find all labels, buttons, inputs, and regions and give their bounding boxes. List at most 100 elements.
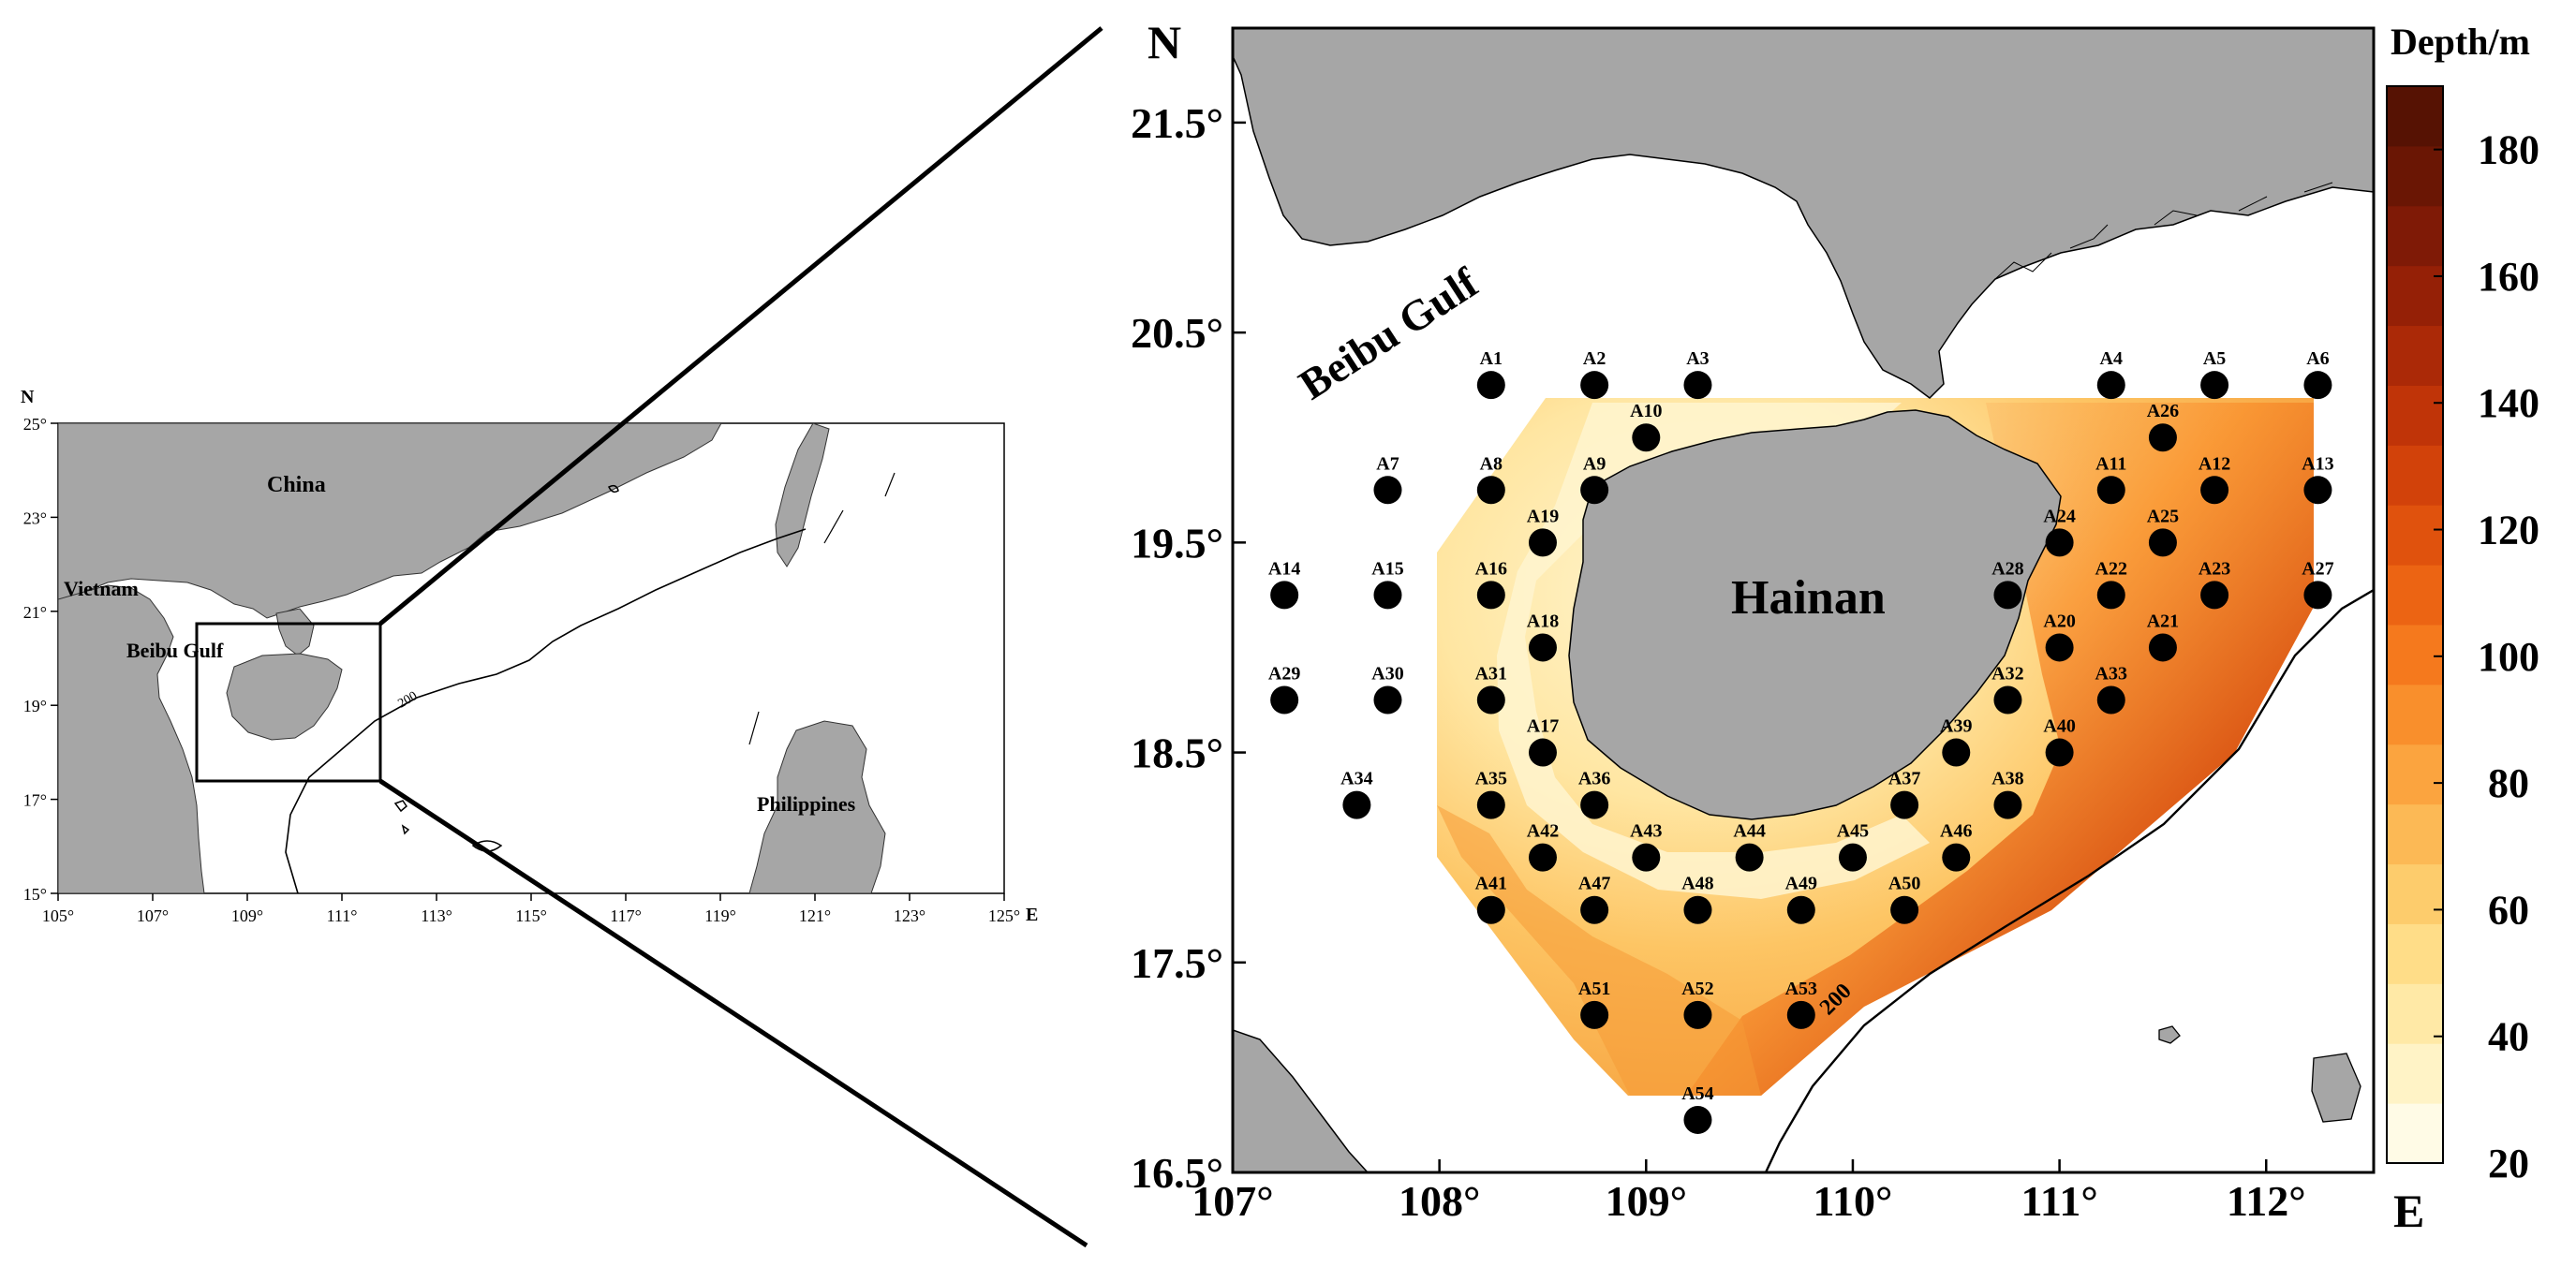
station-dot [1993,581,2022,610]
overview-lon-label: 123° [894,906,925,925]
station-label: A25 [2147,506,2179,526]
station-a47: A47 [1578,874,1610,924]
station-a5: A5 [2200,348,2229,400]
station-dot [2303,581,2332,610]
station-dot [1942,843,1971,872]
main-map-frame [1231,26,2376,1174]
station-a46: A46 [1940,821,1973,872]
station-dot [1528,843,1557,872]
label-hainan: Hainan [1731,571,1886,625]
station-label: A50 [1888,874,1920,894]
station-a10: A10 [1630,401,1663,452]
legend-band [2387,385,2443,446]
station-label: A43 [1630,821,1662,842]
station-a29: A29 [1268,664,1300,715]
station-label: A52 [1681,979,1713,999]
station-dot [2096,476,2125,505]
overview-lon-label: 115° [515,906,547,925]
station-a41: A41 [1475,874,1507,924]
station-label: A1 [1480,348,1503,369]
legend-band [2387,684,2443,745]
station-a24: A24 [2043,506,2076,557]
legend-band [2387,505,2443,566]
station-a51: A51 [1578,979,1610,1029]
station-dot [1528,633,1557,662]
station-label: A20 [2043,611,2075,631]
main-east: E [2393,1185,2424,1237]
station-dot [1838,843,1867,872]
station-dot [1580,895,1609,924]
overview-lon-label: 109° [231,906,263,925]
station-dot [1735,843,1764,872]
station-a14: A14 [1268,558,1300,610]
station-a42: A42 [1527,821,1559,872]
station-label: A9 [1583,453,1606,474]
station-label: A6 [2306,348,2329,369]
overview-islands [393,484,619,852]
legend-band [2387,86,2443,147]
overview-lon-label: 117° [610,906,642,925]
main-lon-ticks: 107° 108° 109° 110° 111° 112° [1192,1159,2306,1225]
sw-land [1233,1029,1369,1172]
station-dot [1683,1000,1712,1029]
legend-tick-label: 40 [2488,1014,2529,1060]
station-dot [1373,581,1402,610]
station-a32: A32 [1991,664,2024,715]
station-label: A34 [1340,769,1372,789]
contour-200m [1764,588,2374,1172]
station-dot [1786,1000,1815,1029]
station-a36: A36 [1578,769,1610,819]
station-a34: A34 [1340,769,1373,819]
overview-lon-label: 119° [704,906,736,925]
overview-lon-label: 121° [799,906,831,925]
station-a8: A8 [1476,453,1505,505]
overview-philippines [748,720,886,893]
station-dot [1270,581,1299,610]
station-dot [2148,423,2177,452]
station-a22: A22 [2095,558,2127,610]
legend-band [2387,863,2443,924]
station-label: A48 [1681,874,1713,894]
station-a4: A4 [2096,348,2125,400]
station-label: A2 [1583,348,1606,369]
legend-tick-label: 120 [2478,508,2539,553]
legend-band [2387,265,2443,327]
legend-band [2387,744,2443,805]
depth-legend: Depth/m 180 160 140 120 100 80 60 40 20 [2386,21,2539,1186]
station-a40: A40 [2043,716,2076,767]
station-dot [2148,633,2177,662]
overview-lat-label: 19° [23,697,47,715]
station-dot [1476,685,1505,715]
overview-lat-label: 23° [23,508,47,527]
legend-band [2387,565,2443,626]
station-dot [2096,371,2125,400]
legend-tick-label: 100 [2478,634,2539,680]
station-label: A17 [1527,716,1559,737]
station-label: A3 [1686,348,1709,369]
station-a27: A27 [2302,558,2334,610]
legend-tick-label: 20 [2488,1141,2529,1186]
station-dot [2148,528,2177,557]
inset-rectangle [195,622,382,783]
station-label: A19 [1527,506,1559,526]
legend-ticks: 180 160 140 120 100 80 60 40 20 [2434,127,2539,1186]
station-dot [1476,476,1505,505]
legend-band [2387,145,2443,207]
station-label: A26 [2147,401,2179,421]
station-a38: A38 [1991,769,2024,819]
station-label: A38 [1991,769,2023,789]
depth-field-shallow [1497,403,1930,899]
station-dot [1786,895,1815,924]
station-dot [1683,1105,1712,1134]
station-a33: A33 [2095,664,2127,715]
station-label: A44 [1733,821,1765,842]
station-label: A46 [1940,821,1972,842]
station-label: A10 [1630,401,1662,421]
overview-lat-label: 25° [23,415,47,434]
main-lat-label: 17.5° [1131,939,1223,987]
overview-lon-label: 105° [42,906,74,925]
main-lon-label: 108° [1399,1177,1480,1225]
station-a43: A43 [1630,821,1663,872]
station-a48: A48 [1681,874,1714,924]
